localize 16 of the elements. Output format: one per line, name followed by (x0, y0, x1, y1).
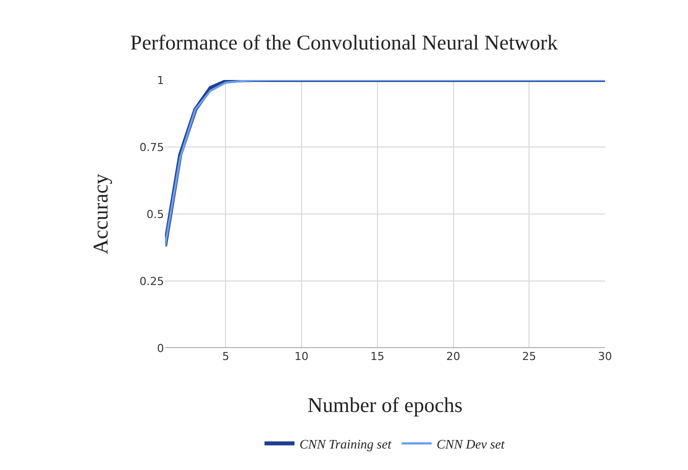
x-tick-label: 20 (446, 350, 460, 363)
x-tick-label: 30 (598, 350, 612, 363)
y-axis-title: Accuracy (88, 173, 113, 254)
y-tick-label: 0.25 (140, 274, 164, 288)
x-tick-label: 25 (522, 350, 536, 363)
y-tick-label: 0.5 (146, 208, 164, 221)
y-tick-label: 0.75 (140, 140, 164, 154)
x-tick-label: 5 (222, 350, 230, 363)
chart-title: Performance of the Convolutional Neural Network (130, 30, 558, 55)
x-axis-title: Number of epochs (307, 393, 463, 418)
x-tick-label: 15 (370, 350, 384, 363)
legend-label: CNN Training set (300, 436, 392, 452)
legend-label: CNN Dev set (436, 436, 505, 452)
y-tick-label: 0 (157, 342, 164, 355)
x-tick-label: 10 (294, 350, 309, 363)
y-tick-label: 1 (157, 74, 164, 87)
